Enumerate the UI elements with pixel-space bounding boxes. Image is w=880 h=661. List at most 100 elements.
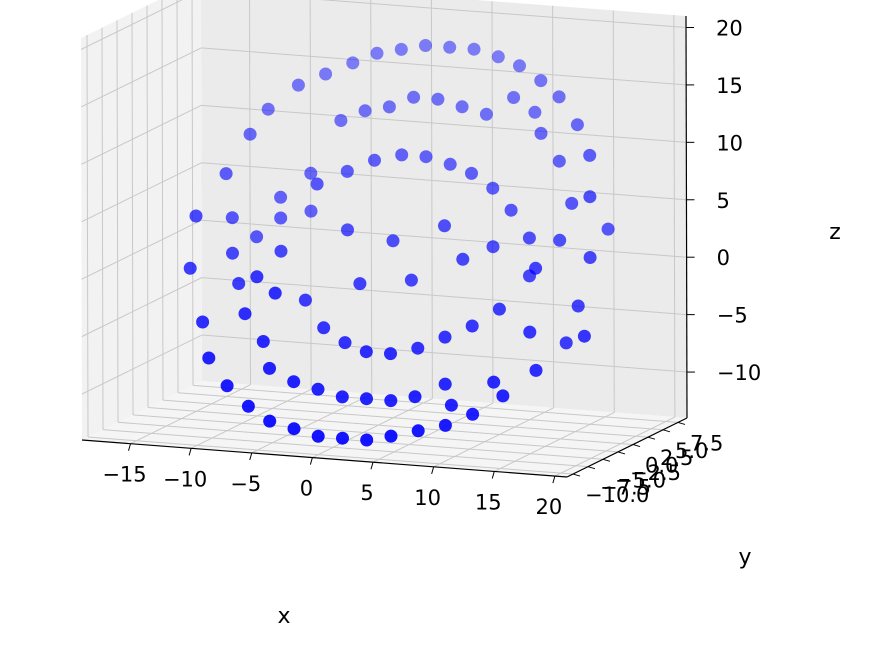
scatter-point [553, 233, 567, 247]
scatter-point [577, 329, 591, 343]
scatter-point [583, 190, 597, 204]
scatter-point [256, 335, 270, 348]
scatter-point [274, 244, 288, 258]
scatter-point [419, 39, 432, 52]
scatter-point [444, 398, 458, 412]
scatter-point [552, 90, 566, 104]
scatter-point [467, 42, 481, 56]
gridline-z-back [201, 219, 687, 258]
scatter-point [241, 399, 255, 413]
scatter-point [384, 394, 398, 408]
gridline-x-back [309, 0, 312, 390]
y-tick-label: 5.0 [675, 439, 708, 463]
scatter-point [487, 375, 501, 389]
scatter-point [408, 390, 422, 404]
x-tick-mark [309, 457, 313, 465]
gridline-x-back [249, 0, 251, 385]
gridline-y-floor [87, 436, 574, 475]
scatter-points [183, 39, 615, 447]
scatter-point [358, 104, 372, 118]
scatter-point [250, 270, 264, 284]
scatter-point [507, 91, 521, 104]
gridline-x-back [370, 0, 373, 394]
tick-labels: −15 −10 −5 0 5 10 15 20−10.0−7.5−5.0−2.50.02.55… [102, 16, 761, 519]
scatter-point [443, 40, 457, 54]
scatter-point [534, 126, 548, 140]
x-tick-mark [491, 471, 495, 479]
z-axis-line [685, 15, 688, 419]
back-pane [201, 0, 687, 418]
scatter-point [238, 307, 252, 321]
scatter-point [404, 273, 418, 287]
scatter-point [360, 392, 373, 406]
scatter-point [263, 361, 276, 375]
scatter-point [225, 211, 239, 225]
z-tick-label: 15 [716, 74, 743, 98]
y-tick-mark [587, 466, 596, 470]
scatter-point [386, 234, 400, 248]
x-tick-mark [128, 443, 131, 451]
scatter-point [559, 336, 573, 350]
scatter-point [486, 181, 500, 195]
y-tick-label: −5.0 [615, 468, 666, 492]
scatter-point [384, 429, 398, 443]
scatter-point [486, 240, 500, 254]
scatter-point [360, 433, 374, 447]
scatter-point [491, 50, 505, 64]
gridline-z-left [80, 47, 202, 108]
scatter-point [317, 321, 331, 335]
z-tick-label: −10 [717, 361, 761, 385]
scatter-point [319, 67, 333, 81]
scatter-point [529, 261, 543, 275]
y-tick-mark [617, 451, 626, 455]
scatter-point [496, 389, 510, 403]
scatter-point [336, 431, 349, 445]
scatter-point [274, 211, 288, 225]
scatter-point [226, 246, 239, 260]
scatter-point [479, 107, 493, 121]
x-tick-label: −10 [163, 467, 207, 491]
scatter-point [202, 351, 216, 365]
scatter-point [394, 42, 408, 56]
scatter-point [304, 204, 318, 218]
scatter-point [382, 100, 396, 114]
scatter-point [513, 59, 526, 73]
scatter-point [431, 92, 445, 106]
scatter-point [583, 251, 597, 264]
scatter-point [443, 157, 457, 171]
scatter-point [370, 46, 384, 60]
gridline-y-floor [192, 384, 679, 423]
tick-marks [128, 26, 695, 484]
gridline-y-left [116, 20, 119, 423]
scatter-point [220, 379, 234, 393]
x-tick-label: 20 [536, 495, 563, 519]
gridline-y-left [86, 35, 89, 438]
x-tick-label: −15 [102, 463, 146, 487]
scatter-point [341, 223, 354, 237]
gridline-x-back [430, 0, 433, 399]
scatter-point [529, 363, 543, 377]
scatter-point [338, 336, 352, 350]
gridline-x-floor [312, 398, 433, 459]
gridline-y-floor [147, 407, 634, 446]
x-tick-mark [249, 452, 253, 461]
scatter-point [570, 118, 584, 132]
scatter-point [528, 105, 542, 119]
scatter-point [411, 424, 425, 438]
gridline-y-left [161, 0, 164, 401]
scatter-point [465, 166, 478, 180]
scatter-point [304, 166, 318, 180]
gridline-z-back [201, 277, 687, 316]
scatter-point [340, 164, 354, 178]
z-axis-label: z [829, 220, 841, 245]
scatter-point [522, 231, 536, 245]
scatter-point [465, 319, 479, 333]
x-axis-line [81, 439, 568, 478]
gridline-x-floor [494, 412, 615, 472]
gridline-x-back [491, 1, 494, 404]
gridline-z-back [201, 162, 687, 201]
left-pane [81, 0, 202, 440]
scatter-point [298, 293, 312, 307]
gridline-x-back [552, 5, 555, 408]
gridline-z-left [81, 334, 203, 395]
